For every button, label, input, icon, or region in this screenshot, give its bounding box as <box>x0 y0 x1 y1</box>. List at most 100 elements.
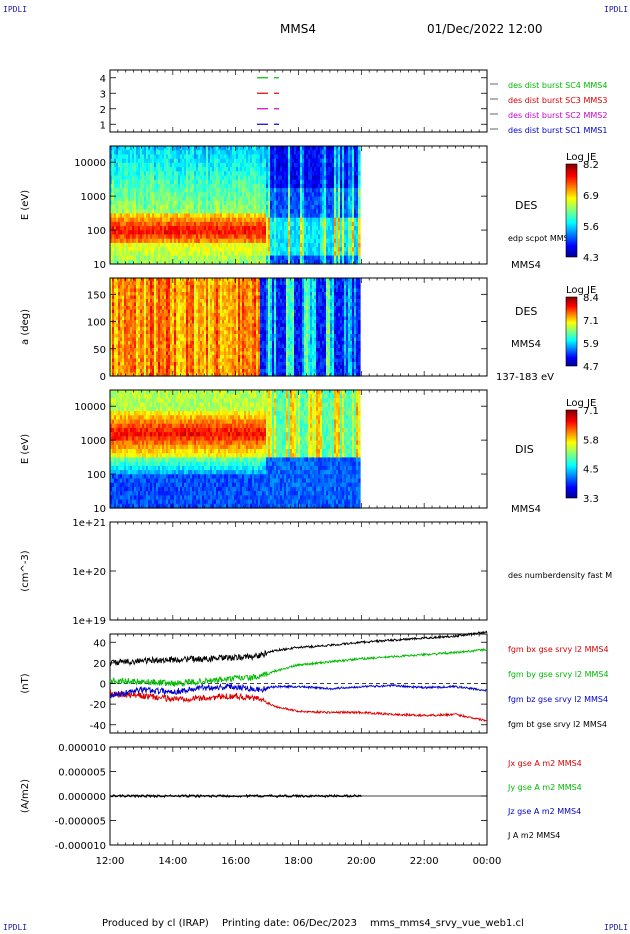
des-energy-cell <box>138 146 141 151</box>
des-energy-cell <box>320 259 323 265</box>
des-energy-cell <box>236 188 239 193</box>
des-energy-cell <box>162 162 165 168</box>
des-energy-cell <box>110 192 113 198</box>
des-energy-cell <box>336 217 339 223</box>
des-energy-cell <box>136 158 139 164</box>
des-energy-cell <box>176 183 179 189</box>
des-energy-cell <box>172 217 175 223</box>
des-pitch-cell <box>174 341 177 346</box>
des-pitch-cell <box>172 362 175 367</box>
des-energy-cell <box>336 213 339 219</box>
des-energy-cell <box>200 167 203 172</box>
des-energy-cell <box>356 162 359 168</box>
des-energy-cell <box>136 175 139 181</box>
des-energy-cell <box>358 209 361 215</box>
des-energy-cell <box>210 209 213 215</box>
des-energy-cell <box>238 234 241 240</box>
des-energy-cell <box>316 226 319 231</box>
des-energy-cell <box>194 259 197 265</box>
des-energy-cell <box>124 196 127 202</box>
des-energy-cell <box>192 255 195 261</box>
des-pitch-cell <box>166 337 169 342</box>
des-energy-cell <box>222 175 225 181</box>
des-pitch-cell <box>136 302 139 307</box>
des-pitch-cell <box>180 281 183 286</box>
des-pitch-cell <box>114 285 117 290</box>
des-energy-cell <box>294 171 297 177</box>
des-pitch-cell <box>184 341 187 346</box>
des-energy-cell <box>304 150 307 156</box>
des-energy-cell <box>284 158 287 164</box>
des-energy-cell <box>322 167 325 172</box>
des-energy-cell <box>188 158 191 164</box>
des-energy-cell <box>330 209 333 215</box>
des-pitch-cell <box>162 295 165 300</box>
des-pitch-cell <box>190 362 193 367</box>
des-energy-cell <box>208 200 211 206</box>
des-pitch-cell <box>112 334 115 339</box>
des-energy-cell <box>182 196 185 202</box>
des-energy-cell <box>168 188 171 193</box>
des-energy-cell <box>168 162 171 168</box>
des-pitch-cell <box>144 313 147 318</box>
des-energy-cell <box>226 226 229 231</box>
des-pitch-cell <box>128 320 131 325</box>
des-energy-cell <box>350 209 353 215</box>
des-energy-cell <box>186 242 189 248</box>
des-energy-cell <box>260 158 263 164</box>
des-energy-cell <box>324 192 327 198</box>
des-energy-cell <box>118 230 121 236</box>
des-energy-cell <box>306 192 309 198</box>
des-pitch-cell <box>152 285 155 290</box>
des-energy-cell <box>270 247 273 252</box>
des-energy-cell <box>252 200 255 206</box>
des-energy-cell <box>174 188 177 193</box>
des-energy-cell <box>334 226 337 231</box>
des-energy-cell <box>244 234 247 240</box>
des-pitch-cell <box>144 288 147 293</box>
des-energy-cell <box>226 154 229 160</box>
des-energy-cell <box>344 158 347 164</box>
des-energy-cell <box>234 150 237 156</box>
des-pitch-cell <box>132 362 135 367</box>
des-energy-cell <box>268 205 271 210</box>
des-energy-cell <box>182 167 185 172</box>
corner-label-top-left: IPDLI <box>3 5 28 14</box>
des-energy-cell <box>168 221 171 227</box>
des-energy-cell <box>198 167 201 172</box>
des-energy-cell <box>356 192 359 198</box>
des-energy-cell <box>336 259 339 265</box>
des-pitch-cell <box>142 299 145 304</box>
des-energy-cell <box>180 230 183 236</box>
des-pitch-cell <box>160 330 163 335</box>
des-energy-cell <box>132 209 135 215</box>
des-energy-cell <box>142 205 145 210</box>
des-pitch-cell <box>124 355 127 360</box>
des-energy-cell <box>338 192 341 198</box>
des-pitch-cell <box>172 365 175 370</box>
des-energy-cell <box>344 234 347 240</box>
des-energy-cell <box>140 192 143 198</box>
des-energy-cell <box>238 238 241 244</box>
des-energy-cell <box>120 221 123 227</box>
des-energy-cell <box>206 238 209 244</box>
des-energy-cell <box>220 196 223 202</box>
des-pitch-cell <box>164 281 167 286</box>
des-energy-cell <box>138 192 141 198</box>
des-energy-cell <box>118 242 121 248</box>
des-energy-cell <box>228 183 231 189</box>
des-energy-cell <box>112 167 115 172</box>
des-energy-cell <box>132 158 135 164</box>
des-energy-cell <box>308 255 311 261</box>
des-pitch-cell <box>176 365 179 370</box>
des-energy-cell <box>250 242 253 248</box>
des-energy-cell <box>254 146 257 151</box>
des-energy-cell <box>148 150 151 156</box>
des-energy-cell <box>180 251 183 257</box>
des-energy-cell <box>350 179 353 185</box>
des-energy-cell <box>272 259 275 265</box>
des-pitch-cell <box>132 299 135 304</box>
des-energy-cell <box>286 226 289 231</box>
des-energy-cell <box>278 209 281 215</box>
des-energy-cell <box>170 154 173 160</box>
